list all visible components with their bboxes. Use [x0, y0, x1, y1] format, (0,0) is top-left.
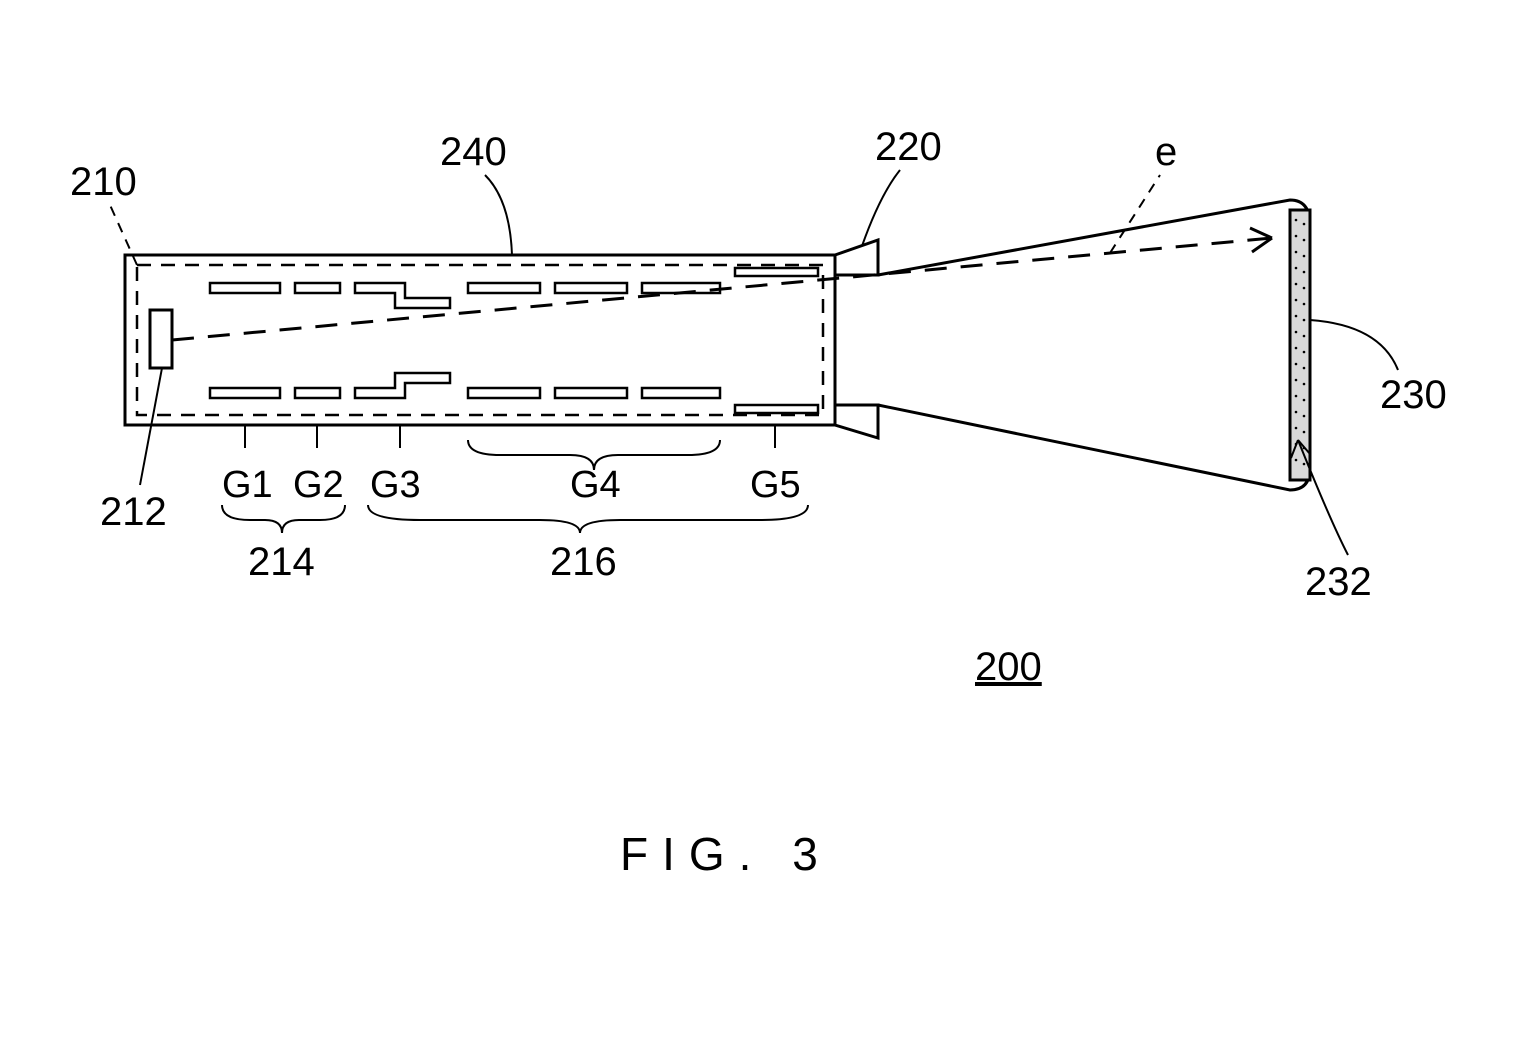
leader-220 [862, 170, 900, 246]
label-g2: G2 [293, 464, 344, 506]
label-e: e [1155, 130, 1177, 174]
g4a-upper [468, 283, 540, 293]
label-230: 230 [1380, 373, 1447, 417]
label-g4: G4 [570, 464, 621, 506]
figure-title: FIG. 3 [620, 828, 832, 880]
label-232: 232 [1305, 560, 1372, 604]
g4c-lower [642, 388, 720, 398]
label-214: 214 [248, 540, 315, 584]
g2-upper [295, 283, 340, 293]
g3-lower [355, 373, 450, 398]
outer-box [125, 255, 835, 425]
label-220: 220 [875, 125, 942, 169]
g4b-upper [555, 283, 627, 293]
label-216: 216 [550, 540, 617, 584]
g2-lower [295, 388, 340, 398]
g4b-lower [555, 388, 627, 398]
brace-214 [222, 505, 345, 533]
electron-beam [172, 238, 1272, 340]
flange-upper [835, 240, 878, 275]
label-g3: G3 [370, 464, 421, 506]
label-212: 212 [100, 490, 167, 534]
figure-canvas: 210 240 220 e 212 230 232 G1 G2 G3 G4 G5… [0, 0, 1533, 1043]
g1-lower [210, 388, 280, 398]
cathode [150, 310, 172, 368]
label-g1: G1 [222, 464, 273, 506]
g1-upper [210, 283, 280, 293]
leader-e [1110, 175, 1160, 253]
g3-upper [355, 283, 450, 308]
label-210: 210 [70, 160, 137, 204]
g5-lower [735, 405, 818, 413]
screen-strip [1290, 210, 1310, 480]
funnel-outline [878, 200, 1310, 490]
brace-216 [368, 505, 808, 533]
leader-230 [1310, 320, 1398, 370]
leader-240 [485, 175, 512, 255]
label-240: 240 [440, 130, 507, 174]
g4a-lower [468, 388, 540, 398]
label-200: 200 [975, 645, 1042, 689]
g5-upper [735, 268, 818, 276]
flange-lower [835, 405, 878, 438]
leader-232 [1298, 440, 1348, 555]
label-g5: G5 [750, 464, 801, 506]
